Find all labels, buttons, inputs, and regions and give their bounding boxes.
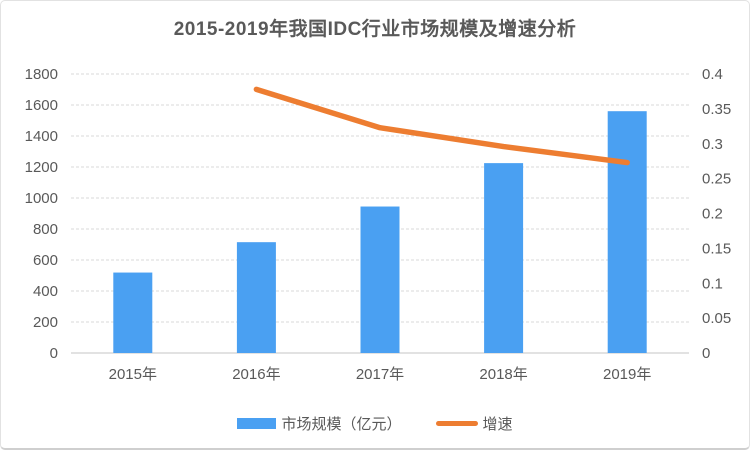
right-axis-tick-0.25: 0.25 [702,171,731,188]
right-axis-tick-0: 0 [702,345,710,362]
left-axis-tick-600: 600 [33,252,58,269]
left-axis-tick-1800: 1800 [25,66,58,83]
bar-2017 [360,206,400,353]
bar-2018 [484,163,524,353]
x-label-2019: 2019年 [603,366,651,383]
growth-line [253,86,630,166]
left-axis-tick-200: 200 [33,314,58,331]
right-axis-tick-0.05: 0.05 [702,310,731,327]
left-axis-tick-1200: 1200 [25,159,58,176]
left-axis-tick-1000: 1000 [25,190,58,207]
x-label-2017: 2017年 [356,366,404,383]
x-label-2018: 2018年 [479,366,527,383]
right-axis-tick-0.35: 0.35 [702,101,731,118]
legend-label-growth: 增速 [482,416,513,433]
right-axis-tick-0.3: 0.3 [702,136,723,153]
legend-label-market-size: 市场规模（亿元） [281,416,402,433]
legend-line-swatch-icon [435,421,478,426]
bar-series [113,111,647,353]
right-axis-tick-0.2: 0.2 [702,206,723,223]
chart-title: 2015-2019年我国IDC行业市场规模及增速分析 [173,19,577,40]
left-axis-tick-800: 800 [33,221,58,238]
right-axis-tick-0.15: 0.15 [702,240,731,257]
legend-bar-swatch-icon [237,418,277,429]
left-axis-tick-0: 0 [50,345,58,362]
gridlines [71,73,689,323]
right-axis-tick-0.4: 0.4 [702,66,723,83]
bar-2016 [236,242,276,353]
right-axis-tick-0.1: 0.1 [702,275,723,292]
legend-item-growth: 增速 [435,413,513,434]
x-axis-labels: 2015年 2016年 2017年 2018年 2019年 [109,366,652,383]
bar-2015 [113,272,153,353]
left-axis-tick-1400: 1400 [25,128,58,145]
legend: 市场规模（亿元） 增速 [1,413,749,434]
bar-2019 [607,111,647,353]
legend-item-market-size: 市场规模（亿元） [237,413,402,434]
x-label-2016: 2016年 [232,366,280,383]
right-axis-ticks: 0 0.05 0.1 0.15 0.2 0.25 0.3 0.35 0.4 [702,66,731,362]
x-label-2015: 2015年 [109,366,157,383]
left-axis-ticks: 0 200 400 600 800 1000 1200 1400 1600 1800 [25,66,58,362]
left-axis-tick-400: 400 [33,283,58,300]
left-axis-tick-1600: 1600 [25,97,58,114]
